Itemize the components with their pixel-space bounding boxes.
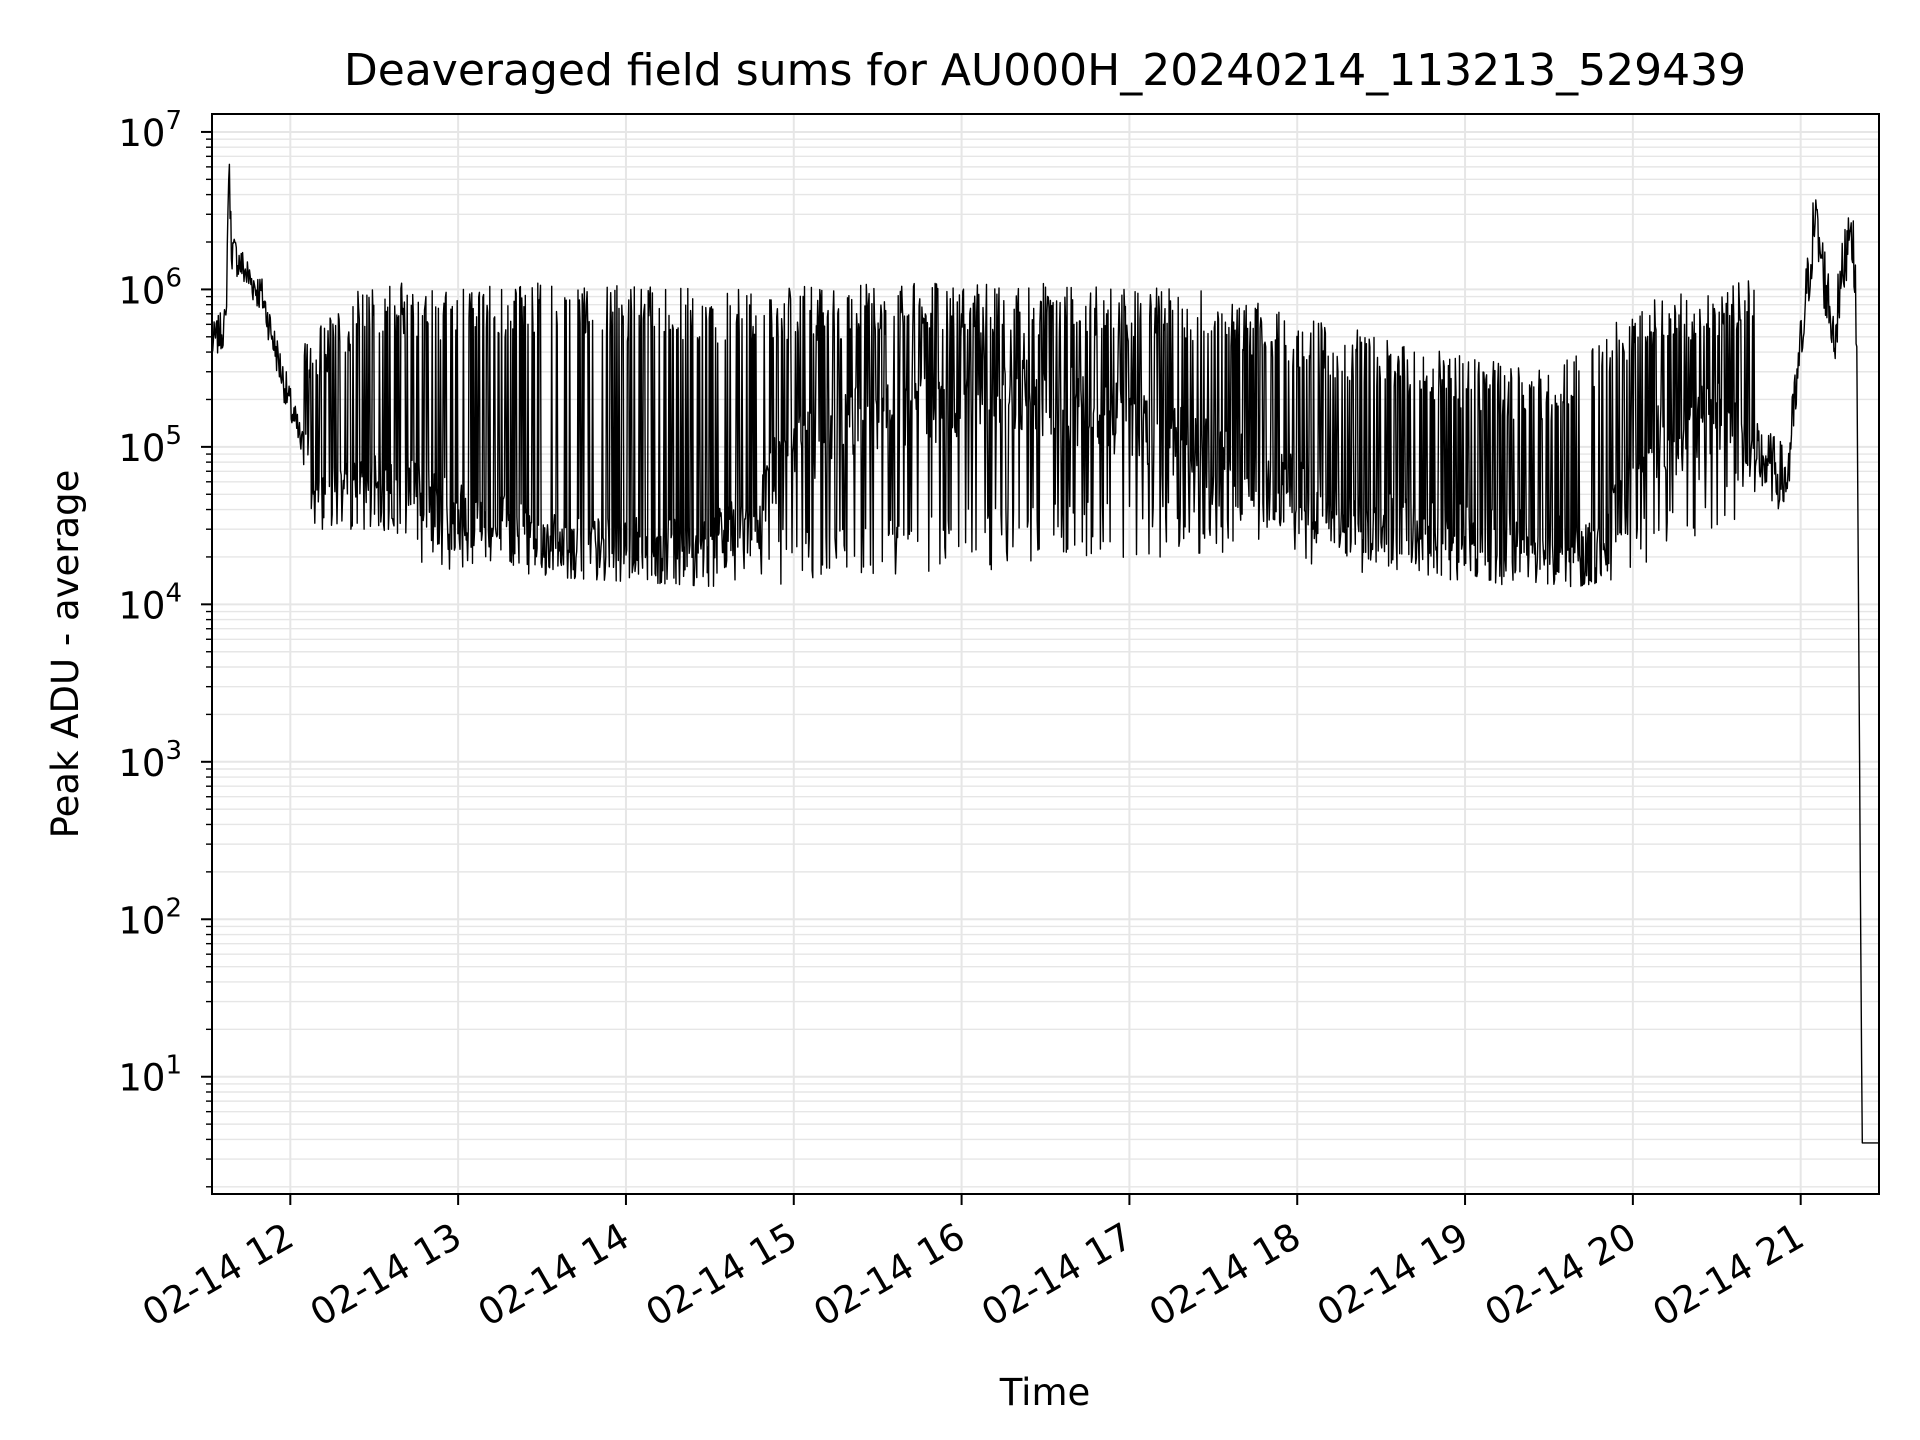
y-tick-label: 106: [118, 263, 182, 312]
y-tick-label: 107: [118, 106, 182, 155]
series-line: [212, 163, 1879, 1144]
y-tick-label: 101: [118, 1051, 182, 1100]
plot-frame: [211, 113, 1880, 1195]
y-axis-label: Peak ADU - average: [44, 470, 87, 839]
y-tick-label: 105: [118, 421, 182, 470]
chart-title: Deaveraged field sums for AU000H_2024021…: [344, 45, 1746, 96]
x-axis-label: Time: [999, 1371, 1091, 1414]
y-tick-label: 103: [118, 736, 182, 785]
y-tick-label: 104: [118, 578, 182, 627]
y-tick-label: 102: [118, 893, 182, 942]
y-axis: 101 102 103 104 105 106 107: [118, 106, 212, 1188]
